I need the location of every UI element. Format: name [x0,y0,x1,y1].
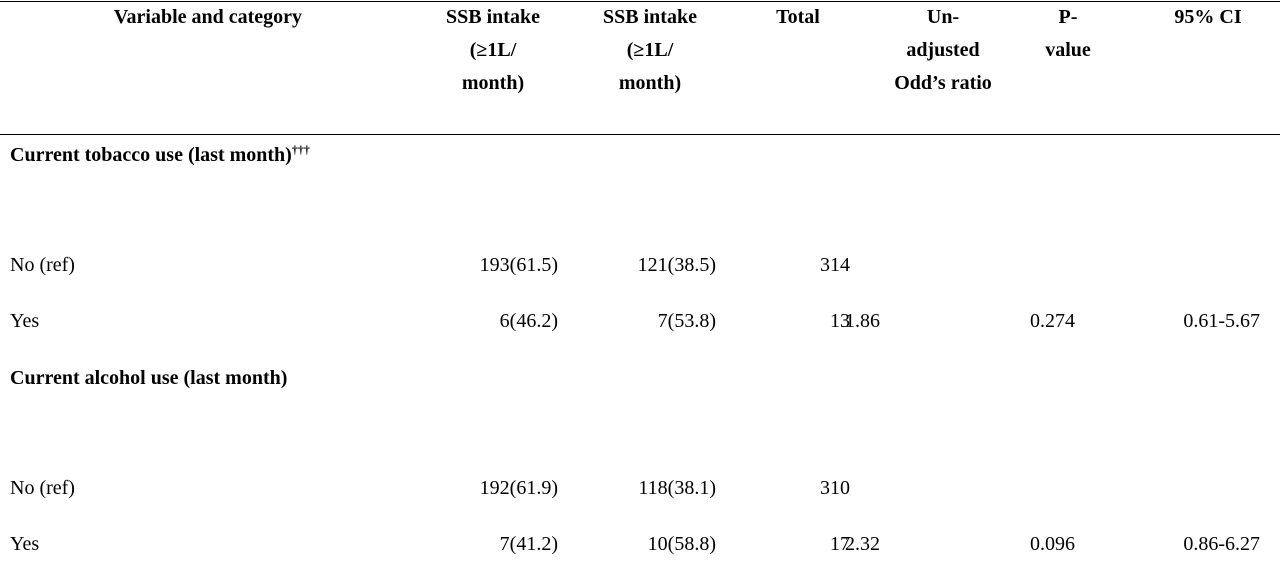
table-cell: 121(38.5) [637,254,716,276]
header-line: month) [461,72,525,94]
row-label: Yes [10,533,40,555]
section-title: Current tobacco use (last month)††† [10,139,310,172]
header-line: P- [1058,6,1078,28]
header-line: Total [776,6,820,28]
table-cell: 0.274 [1030,310,1075,332]
header-line: adjusted [906,39,980,61]
table-cell: 13 [830,310,850,332]
header-cell: SSB intake (≥1L/month) [418,1,568,100]
header-line: SSB intake [603,6,697,28]
row-label: No (ref) [10,477,75,499]
table-cell: 1.86 [845,310,880,332]
table-cell: 0.096 [1030,533,1075,555]
header-line: SSB intake [446,6,540,28]
header-rule [0,134,1280,135]
table-cell: 10(58.8) [647,533,716,555]
header-line: 95% CI [1174,6,1242,28]
header-line: Variable and category [113,6,303,28]
section-title: Current alcohol use (last month) [10,362,287,395]
header-line: Odd’s ratio [894,72,992,94]
section-title-text: Current alcohol use (last month) [10,367,288,389]
header-cell: SSB intake (≥1L/month) [575,1,725,100]
table-cell: 7(53.8) [657,310,716,332]
top-rule [0,1,1280,2]
table-cell: 17 [830,533,850,555]
superscript: ††† [291,142,310,157]
table-cell: 192(61.9) [479,477,558,499]
header-cell: 95% CI [1148,1,1268,34]
section-title-text: Current tobacco use (last month) [10,144,292,166]
table-cell: 2.32 [845,533,880,555]
header-line: month) [618,72,682,94]
table-cell: 0.61-5.67 [1183,310,1260,332]
header-cell: P-value [1023,1,1113,67]
table-cell: 0.86-6.27 [1183,533,1260,555]
header-line: Un- [926,6,960,28]
table-cell: 6(46.2) [499,310,558,332]
header-cell: Un-adjusted Odd’s ratio [868,1,1018,100]
header-cell: Variable and category [48,1,368,34]
header-line: (≥1L/ [469,39,517,61]
table-cell: 310 [820,477,850,499]
row-label: No (ref) [10,254,75,276]
header-cell: Total [748,1,848,34]
table-cell: 314 [820,254,850,276]
table-cell: 118(38.1) [638,477,716,499]
header-line: (≥1L/ [626,39,674,61]
header-line: value [1045,39,1091,61]
table-cell: 193(61.5) [479,254,558,276]
table-cell: 7(41.2) [499,533,558,555]
row-label: Yes [10,310,40,332]
